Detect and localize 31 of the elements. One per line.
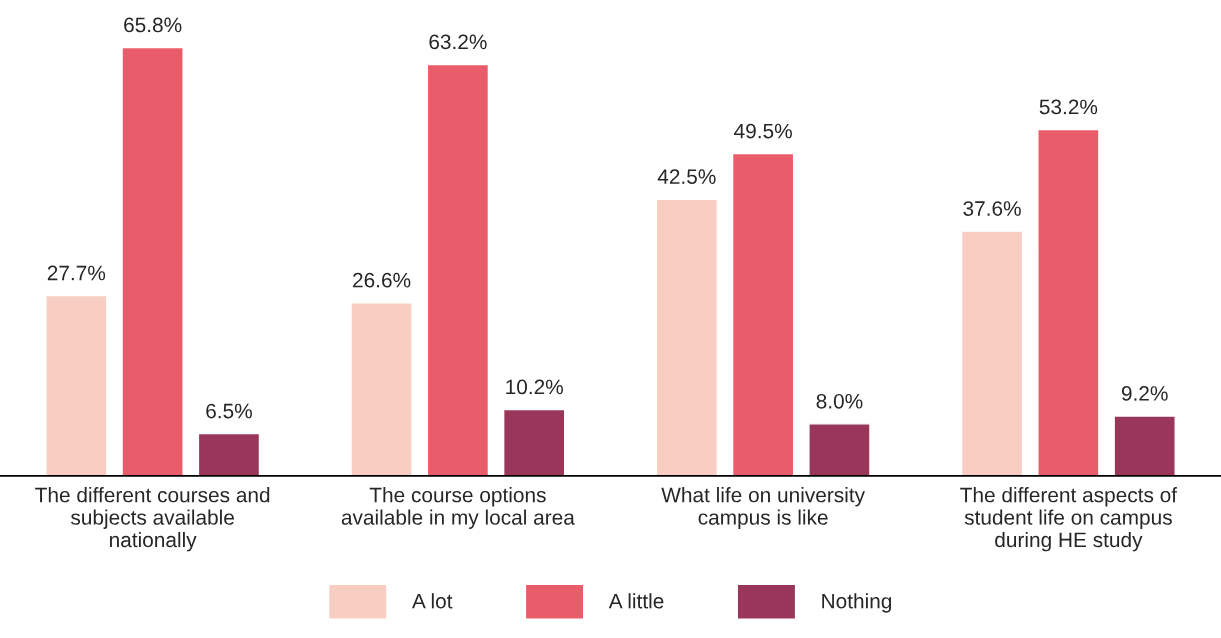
x-tick-label: The different aspects of student life on campus during HE study — [960, 487, 1178, 552]
data-label: 27.7% — [47, 265, 106, 281]
bar — [655, 198, 719, 476]
x-tick-label: The different courses and subjects available nationally — [35, 487, 270, 552]
legend-label: A little — [608, 593, 664, 609]
bar — [1113, 415, 1176, 476]
data-label: 37.6% — [963, 201, 1021, 216]
data-label: 9.2% — [1121, 386, 1168, 401]
bar — [350, 302, 413, 476]
legend-label: A lot — [411, 593, 453, 609]
bar — [121, 46, 184, 476]
data-label: 8.0% — [816, 393, 863, 409]
bar — [197, 432, 261, 476]
data-label: 53.2% — [1039, 99, 1098, 115]
bar — [808, 423, 871, 476]
data-label: 42.5% — [657, 169, 716, 184]
legend-label: Nothing — [822, 593, 892, 613]
data-label: 65.8% — [124, 17, 182, 33]
bar — [1037, 128, 1100, 476]
x-tick-label: The course options available in my local area — [341, 487, 575, 529]
data-label: 63.2% — [429, 34, 487, 50]
bar — [426, 63, 490, 476]
data-label: 6.5% — [206, 403, 252, 419]
bar — [502, 408, 566, 476]
bar — [960, 230, 1024, 476]
data-label: 10.2% — [506, 379, 563, 395]
data-label: 26.6% — [353, 272, 411, 288]
bar — [731, 152, 795, 476]
bar — [45, 294, 108, 476]
x-tick-label: What life on university campus is like — [661, 487, 865, 529]
data-label: 49.5% — [734, 123, 792, 139]
